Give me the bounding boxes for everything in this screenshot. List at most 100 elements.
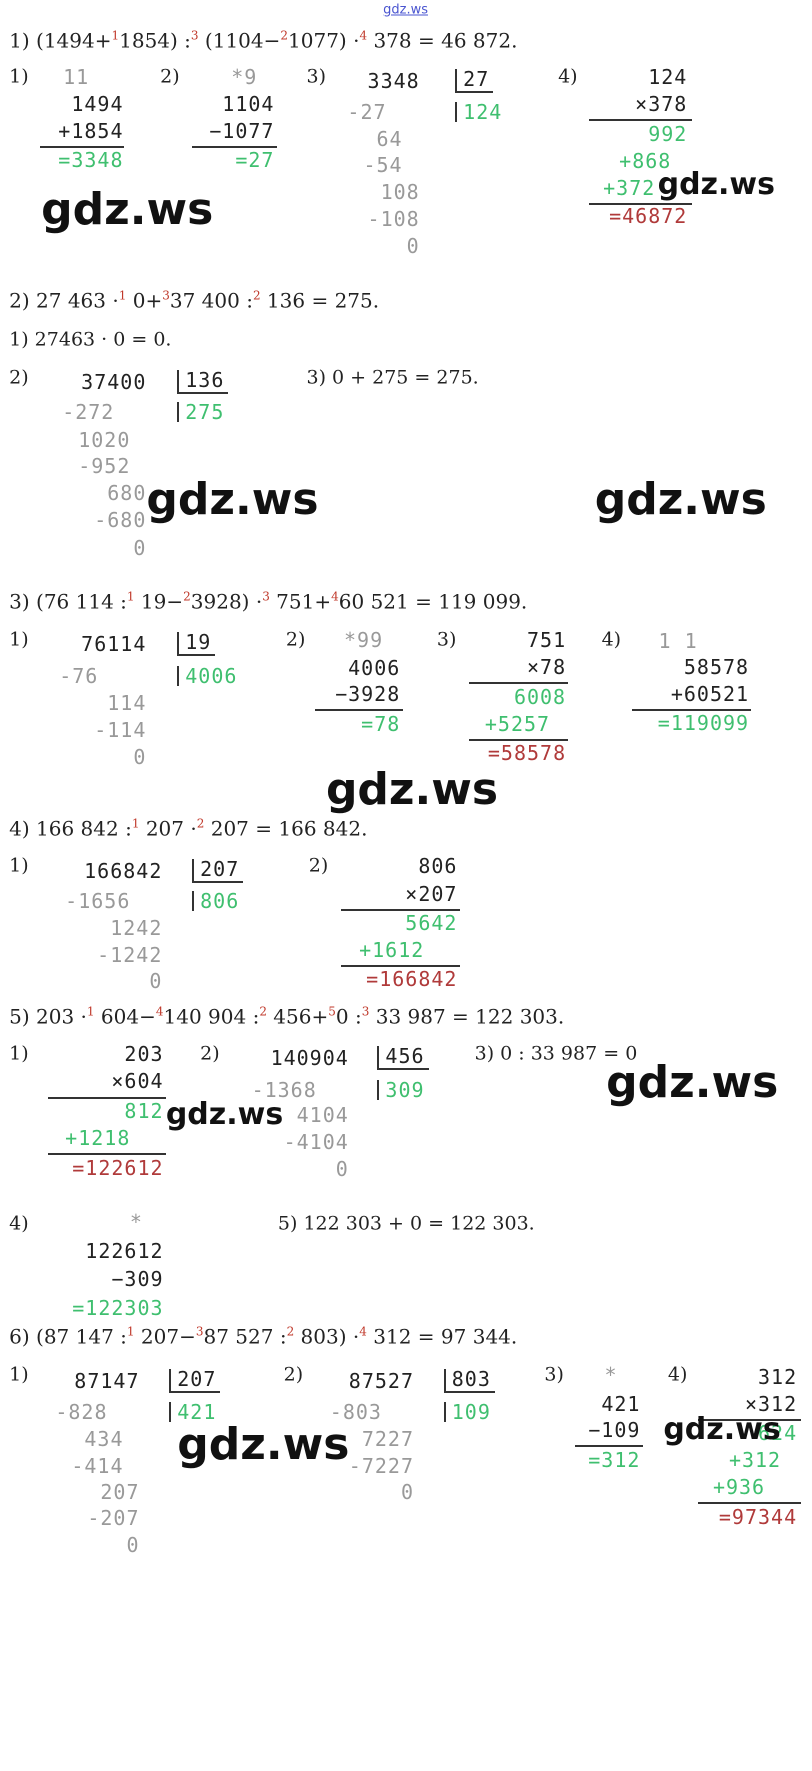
final-result: =122612 bbox=[72, 1156, 164, 1180]
working: 680 bbox=[107, 481, 147, 505]
rule bbox=[632, 709, 752, 711]
equation-part: 207− bbox=[134, 1324, 196, 1349]
rule bbox=[40, 146, 124, 148]
equation-part: (1104− bbox=[198, 28, 281, 53]
divisor: 27 bbox=[455, 69, 494, 93]
watermark: gdz.ws bbox=[177, 1419, 350, 1470]
step-label: 1) bbox=[9, 1363, 29, 1386]
number: 751 bbox=[526, 628, 567, 652]
equation-part: 33 987 = 122 303. bbox=[369, 1004, 565, 1029]
divisor: 207 bbox=[192, 859, 244, 883]
step-order: 5 bbox=[328, 1004, 336, 1019]
number: 37400 bbox=[81, 370, 147, 394]
partial-result: +936 bbox=[712, 1475, 766, 1499]
equation-part: 378 = 46 872. bbox=[367, 28, 518, 53]
step-label: 3) bbox=[544, 1363, 564, 1386]
working: 0 bbox=[126, 1533, 140, 1557]
working: 114 bbox=[107, 691, 147, 715]
step-order: 3 bbox=[361, 1004, 370, 1019]
working: 11 bbox=[63, 65, 90, 89]
step-label: 1) 27463 · 0 = 0. bbox=[9, 328, 172, 351]
equation-part: 1077) · bbox=[288, 28, 360, 53]
partial-result: +372 bbox=[603, 176, 656, 200]
rule bbox=[48, 1153, 166, 1155]
equation-part: 604− bbox=[94, 1004, 156, 1029]
number: 76114 bbox=[81, 632, 147, 656]
watermark: gdz.ws bbox=[146, 474, 319, 525]
step-order: 3 bbox=[162, 288, 170, 303]
equation-part: 60 521 = 119 099. bbox=[338, 589, 528, 614]
equation-part: 207 = 166 842. bbox=[204, 816, 368, 841]
rule bbox=[588, 203, 692, 205]
step-label: 1) bbox=[9, 65, 29, 88]
step-label: 4) bbox=[558, 65, 578, 88]
equation-part: 207 · bbox=[139, 816, 197, 841]
step-order: 1 bbox=[86, 1004, 95, 1019]
step-order: 2 bbox=[252, 288, 261, 303]
final-result: =97344 bbox=[718, 1505, 798, 1529]
partial-result: =27 bbox=[235, 148, 275, 172]
number: ×207 bbox=[405, 882, 458, 906]
rule bbox=[340, 909, 460, 911]
working: 0 bbox=[406, 234, 420, 258]
equation-part: 6) (87 147 : bbox=[9, 1324, 127, 1349]
rule bbox=[575, 1445, 643, 1447]
working: -803 bbox=[329, 1400, 382, 1424]
equation-part: 2) 27 463 · bbox=[9, 288, 119, 313]
working: 7227 bbox=[361, 1427, 414, 1451]
rule bbox=[48, 1097, 166, 1099]
equation-part: 140 904 : bbox=[163, 1004, 260, 1029]
step-order: 2 bbox=[196, 816, 205, 831]
equation-part: 87 527 : bbox=[203, 1324, 287, 1349]
final-result: =166842 bbox=[366, 967, 458, 991]
step-label: 3) bbox=[306, 65, 327, 88]
step-order: 3 bbox=[262, 589, 270, 604]
partial-result: 992 bbox=[648, 122, 688, 146]
equation-part: 3928) · bbox=[190, 589, 263, 614]
equation-part: 312 = 97 344. bbox=[366, 1324, 518, 1349]
equation-part: 751+ bbox=[269, 589, 332, 614]
working: 0 bbox=[133, 745, 147, 769]
working: -1368 bbox=[251, 1078, 317, 1102]
working: -76 bbox=[59, 664, 99, 688]
working: 0 bbox=[400, 1480, 414, 1504]
equation-part: 3) (76 114 : bbox=[9, 589, 127, 614]
step-order: 1 bbox=[131, 816, 140, 831]
partial-result: 812 bbox=[124, 1099, 164, 1123]
equation-part: 0 : bbox=[335, 1004, 362, 1029]
step-label: 2) bbox=[160, 65, 180, 88]
partial-result: =78 bbox=[361, 712, 401, 736]
number: 166842 bbox=[84, 859, 163, 883]
divisor: 803 bbox=[443, 1369, 495, 1393]
partial-result: 5642 bbox=[405, 911, 458, 935]
working: 108 bbox=[380, 180, 420, 204]
number: 4006 bbox=[348, 656, 401, 680]
number: 58578 bbox=[683, 655, 750, 679]
step-label: 1) bbox=[9, 854, 29, 877]
number: 122612 bbox=[85, 1239, 164, 1263]
equation-part: 1) (1494+ bbox=[9, 28, 112, 53]
quotient: 275 bbox=[177, 402, 228, 422]
number: 87147 bbox=[74, 1369, 140, 1393]
number: 1494 bbox=[71, 92, 124, 116]
step-order: 2 bbox=[183, 589, 191, 604]
number: −109 bbox=[588, 1418, 641, 1442]
rule bbox=[697, 1419, 801, 1421]
step-order: 1 bbox=[111, 28, 120, 43]
number: −3928 bbox=[335, 682, 401, 706]
number: 421 bbox=[601, 1392, 641, 1416]
partial-result: =122303 bbox=[72, 1296, 164, 1320]
working: -54 bbox=[363, 153, 403, 177]
step-label: 2) bbox=[285, 628, 306, 651]
working: -4104 bbox=[283, 1130, 349, 1154]
rule bbox=[697, 1502, 801, 1504]
watermark: gdz.ws bbox=[606, 1057, 779, 1108]
equation-part: 37 400 : bbox=[169, 288, 253, 313]
working: -7227 bbox=[348, 1454, 414, 1478]
working: 4104 bbox=[296, 1103, 349, 1127]
number: 87527 bbox=[348, 1369, 414, 1393]
number: 140904 bbox=[270, 1046, 349, 1070]
number: 3348 bbox=[367, 69, 420, 93]
number: ×378 bbox=[635, 92, 688, 116]
